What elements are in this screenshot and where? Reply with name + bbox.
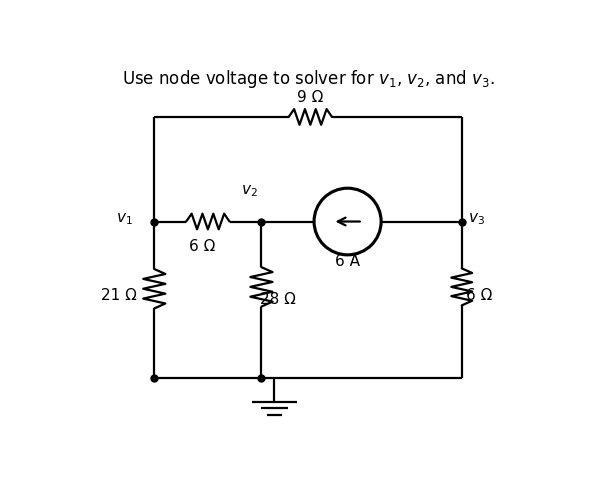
Text: 28 Ω: 28 Ω [260, 291, 296, 306]
Text: Use node voltage to solver for $v_1$, $v_2$, and $v_3$.: Use node voltage to solver for $v_1$, $v… [121, 67, 495, 90]
Text: 6 Ω: 6 Ω [189, 239, 215, 254]
Text: $v_2$: $v_2$ [242, 182, 258, 198]
Text: 21 Ω: 21 Ω [102, 287, 137, 302]
Text: 6 A: 6 A [335, 254, 360, 269]
Text: 9 Ω: 9 Ω [297, 90, 323, 105]
Text: $v_1$: $v_1$ [115, 211, 132, 226]
Text: $v_3$: $v_3$ [468, 211, 485, 226]
Text: 6 Ω: 6 Ω [466, 287, 493, 302]
